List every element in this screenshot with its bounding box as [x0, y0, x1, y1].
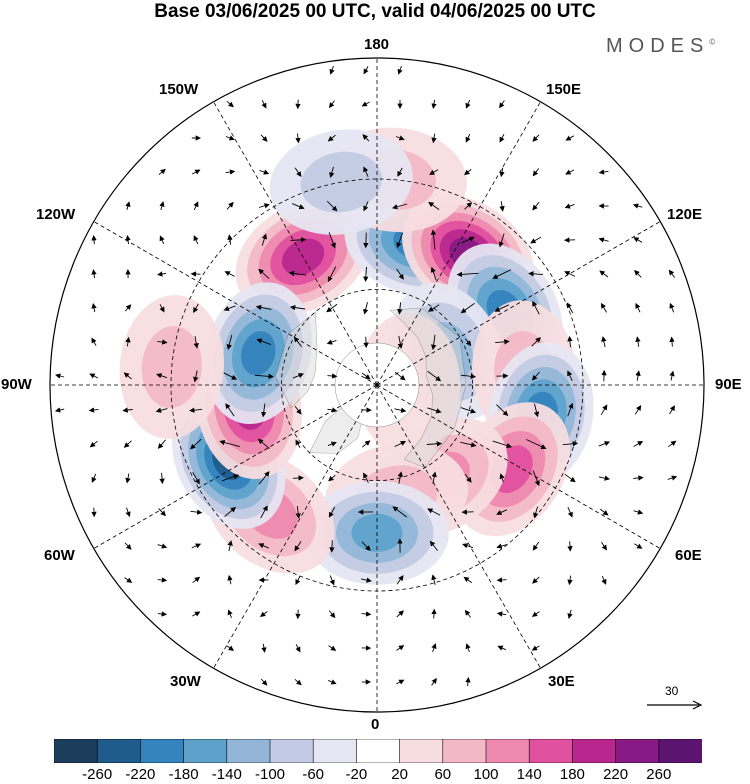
- lon-label-180: 180: [364, 36, 389, 53]
- reference-arrow: [645, 698, 705, 712]
- colorbar-tick-label: -100: [255, 766, 285, 783]
- wind-arrow: [293, 478, 303, 479]
- colorbar-tick-label: -220: [125, 766, 155, 783]
- wind-arrow: [498, 580, 507, 581]
- colorbar-tick-label: 260: [646, 766, 671, 783]
- reference-vector-value: 30: [665, 684, 678, 698]
- lon-label-30w: 30W: [170, 673, 201, 690]
- lon-label-0: 0: [371, 716, 379, 733]
- colorbar-tick-label: 60: [434, 766, 451, 783]
- colorbar-swatch: [400, 739, 444, 763]
- colorbar-tick-label: 180: [560, 766, 585, 783]
- colorbar-tick-label: 220: [603, 766, 628, 783]
- lon-label-150w: 150W: [159, 81, 198, 98]
- colorbar-swatch: [184, 739, 228, 763]
- colorbar-swatch: [443, 739, 487, 763]
- colorbar-swatch: [356, 739, 400, 763]
- colorbar-swatch: [486, 739, 530, 763]
- colorbar-swatch: [572, 739, 616, 763]
- colorbar-ticks: -260 -220 -180 -140 -100 -60 -20 20 60 100 140 180 2…: [0, 766, 750, 784]
- colorbar-tick-label: -20: [346, 766, 368, 783]
- colorbar-tick-label: 20: [391, 766, 408, 783]
- lon-label-90w: 90W: [1, 376, 32, 393]
- lon-label-60e: 60E: [675, 547, 702, 564]
- colorbar-tick-label: -140: [212, 766, 242, 783]
- lon-label-120w: 120W: [36, 206, 75, 223]
- colorbar-swatch: [659, 739, 702, 763]
- colorbar-swatch: [313, 739, 357, 763]
- colorbar-swatch: [270, 739, 314, 763]
- colorbar: [54, 739, 702, 763]
- colorbar-tick-label: 140: [517, 766, 542, 783]
- reference-vector: 30: [665, 684, 678, 698]
- colorbar-tick-label: -60: [302, 766, 324, 783]
- lon-label-120e: 120E: [667, 206, 702, 223]
- colorbar-swatch: [616, 739, 660, 763]
- colorbar-swatch: [97, 739, 141, 763]
- lon-label-90e: 90E: [715, 376, 742, 393]
- colorbar-tick-label: -260: [82, 766, 112, 783]
- colorbar-tick-label: -180: [169, 766, 199, 783]
- wind-arrow: [332, 540, 333, 552]
- lon-label-60w: 60W: [44, 547, 75, 564]
- colorbar-swatch: [54, 739, 98, 763]
- wind-arrow: [570, 541, 571, 550]
- colorbar-swatch: [140, 739, 184, 763]
- wind-arrow: [94, 236, 95, 244]
- wind-arrow: [434, 610, 435, 619]
- lon-label-150e: 150E: [546, 81, 581, 98]
- lon-label-30e: 30E: [548, 673, 575, 690]
- wind-arrow: [366, 233, 367, 248]
- colorbar-swatch: [529, 739, 573, 763]
- colorbar-tick-label: 100: [473, 766, 498, 783]
- colorbar-swatch: [227, 739, 271, 763]
